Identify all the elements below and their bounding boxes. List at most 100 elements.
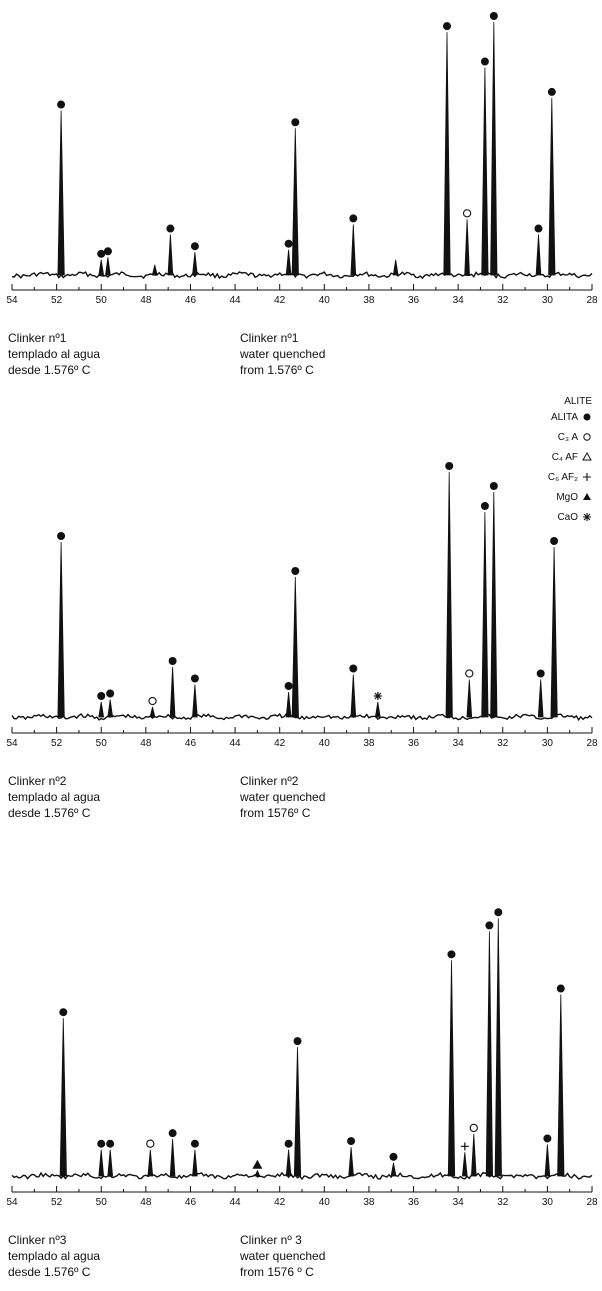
legend-item-c6af2-label: C₆ AF₂: [548, 472, 578, 483]
panel-3-tick-label-50: 50: [96, 1197, 108, 1208]
panel-2-tick-label-48: 48: [140, 738, 152, 749]
panel-1-peak-3-marker: [103, 247, 112, 256]
panel-1-peak-14-marker: [489, 12, 498, 20]
panel-2-peak-6: [192, 684, 198, 718]
panel-2-peak-11-marker: [445, 462, 454, 470]
legend-item-mgo-label: MgO: [556, 492, 578, 503]
panel-2-peak-3: [107, 699, 114, 718]
panel-1-peak-8-marker: [291, 118, 300, 127]
panel-2-caption-es-line-3: desde 1.576º C: [8, 806, 91, 820]
panel-3-tick-label-42: 42: [274, 1197, 286, 1208]
panel-1-peak-10: [392, 259, 399, 276]
panel-3-peak-1-marker: [59, 1008, 68, 1017]
panel-2-peak-7: [285, 691, 292, 718]
panel-1-tick-label-38: 38: [363, 295, 375, 306]
panel-1-tick-label-42: 42: [274, 295, 286, 306]
panel-3-peak-12: [447, 960, 456, 1177]
panel-3-peak-13: [461, 1152, 468, 1177]
panel-2-tick-label-32: 32: [497, 738, 509, 749]
panel-3-caption-en-line-2: water quenched: [239, 1249, 325, 1263]
panel-3-peak-13-marker: [460, 1142, 469, 1151]
panel-1-caption-es-line-2: templado al agua: [8, 347, 100, 361]
panel-2-spectrum: [11, 462, 593, 722]
panel-2-peak-2: [98, 701, 105, 718]
panel-3-peak-6: [192, 1149, 198, 1177]
panel-3-tick-label-34: 34: [453, 1197, 465, 1208]
legend-item-c3a-symbol: [583, 433, 591, 441]
panel-2-peak-15: [537, 679, 544, 718]
panel-3-peak-10-marker: [347, 1137, 356, 1146]
panel-1-peak-15: [535, 234, 542, 276]
panel-3-peak-14-marker: [469, 1123, 478, 1133]
legend-item-alita-symbol: [583, 413, 591, 421]
panel-1-tick-label-32: 32: [497, 295, 509, 306]
panel-1-caption-en-line-3: from 1.576º C: [240, 363, 314, 377]
panel-1-peak-1: [57, 110, 65, 276]
panel-1-peak-13: [481, 67, 489, 276]
panel-2-peak-16-marker: [550, 537, 559, 545]
panel-3-peak-8-marker: [284, 1139, 293, 1148]
panel-1-peak-14: [490, 21, 498, 276]
panel-3: 54 52 50 48 46 44 42 40 38 36 34 32 30 28 Clinker nº3…: [6, 908, 598, 1279]
panel-1-peak-2-marker: [97, 249, 106, 258]
legend-item-cao-symbol: [583, 513, 591, 521]
panel-3-tick-label-36: 36: [408, 1197, 420, 1208]
panel-2-tick-label-40: 40: [319, 738, 331, 749]
legend-item-c3a-label: C₃ A: [558, 432, 579, 443]
legend-item-mgo-symbol: [583, 493, 591, 500]
panel-1-caption-es-line-3: desde 1.576º C: [8, 363, 91, 377]
panel-1-peak-2: [98, 259, 105, 276]
panel-3-peak-10: [348, 1147, 354, 1177]
panel-1-peak-6: [192, 252, 198, 276]
panel-3-peak-3: [107, 1149, 114, 1177]
panel-3-caption-en-line-3: from 1576 º C: [240, 1265, 314, 1279]
panel-3-peak-8: [285, 1149, 292, 1177]
panel-1-peak-5: [167, 234, 174, 276]
panel-3-caption-es-line-2: templado al agua: [8, 1249, 100, 1263]
panel-3-peak-9: [293, 1047, 302, 1177]
panel-1-tick-label-54: 54: [6, 295, 18, 306]
panel-3-tick-label-28: 28: [586, 1197, 598, 1208]
panel-1-tick-label-36: 36: [408, 295, 420, 306]
panel-3-peak-11: [390, 1162, 397, 1177]
panel-2-peak-8: [291, 576, 299, 718]
panel-2-peak-9: [350, 674, 357, 718]
panel-3-x-axis: 54 52 50 48 46 44 42 40 38 36 34 32 30 28: [6, 1186, 598, 1208]
legend: ALITE ALITA C₃ A C₄ AF C₆ AF₂ MgO CaO: [548, 396, 592, 523]
panel-2-peak-14-marker: [489, 482, 498, 490]
panel-1-peak-16-marker: [547, 87, 556, 96]
panel-3-peak-1: [59, 1018, 67, 1177]
panel-2-tick-label-34: 34: [453, 738, 465, 749]
panel-2-peak-3-marker: [106, 689, 115, 698]
panel-1-tick-label-34: 34: [453, 295, 465, 306]
panel-3-peak-2-marker: [97, 1139, 106, 1148]
panel-3-peak-12-marker: [447, 950, 456, 959]
panel-3-peak-15-marker: [485, 921, 494, 930]
panel-1-tick-label-44: 44: [230, 295, 242, 306]
panel-2-tick-label-42: 42: [274, 738, 286, 749]
panel-1-peak-15-marker: [534, 224, 543, 233]
panel-2-tick-label-50: 50: [96, 738, 108, 749]
panel-3-peak-16: [494, 918, 502, 1177]
panel-1-peak-7-marker: [284, 239, 293, 248]
panel-3-tick-label-52: 52: [51, 1197, 63, 1208]
panel-1-tick-label-30: 30: [542, 295, 554, 306]
panel-3-peak-5-marker: [168, 1129, 177, 1138]
panel-2-tick-label-52: 52: [51, 738, 63, 749]
panel-3-peak-17: [544, 1144, 551, 1177]
panel-3-tick-label-44: 44: [230, 1197, 242, 1208]
panel-3-peak-4-marker: [146, 1139, 155, 1148]
panel-2-caption-en-line-1: Clinker nº2: [240, 774, 299, 788]
panel-2-peak-15-marker: [536, 669, 545, 678]
panel-3-tick-label-30: 30: [542, 1197, 554, 1208]
panel-1-tick-label-52: 52: [51, 295, 63, 306]
panel-3-peak-17-marker: [543, 1134, 552, 1143]
panel-2-x-axis: 54 52 50 48 46 44 42 40 38 36 34 32 30 28: [6, 727, 598, 749]
panel-3-peak-4: [147, 1149, 154, 1177]
panel-1-baseline-trace: [11, 271, 593, 280]
panel-1-caption-es-line-1: Clinker nº1: [8, 331, 67, 345]
panel-1: 54 52 50 48 46 44 42 40 38 36 34 32 30 28 Clinker nº1…: [6, 12, 598, 377]
panel-3-peak-3-marker: [106, 1139, 115, 1148]
panel-2-tick-label-30: 30: [542, 738, 554, 749]
